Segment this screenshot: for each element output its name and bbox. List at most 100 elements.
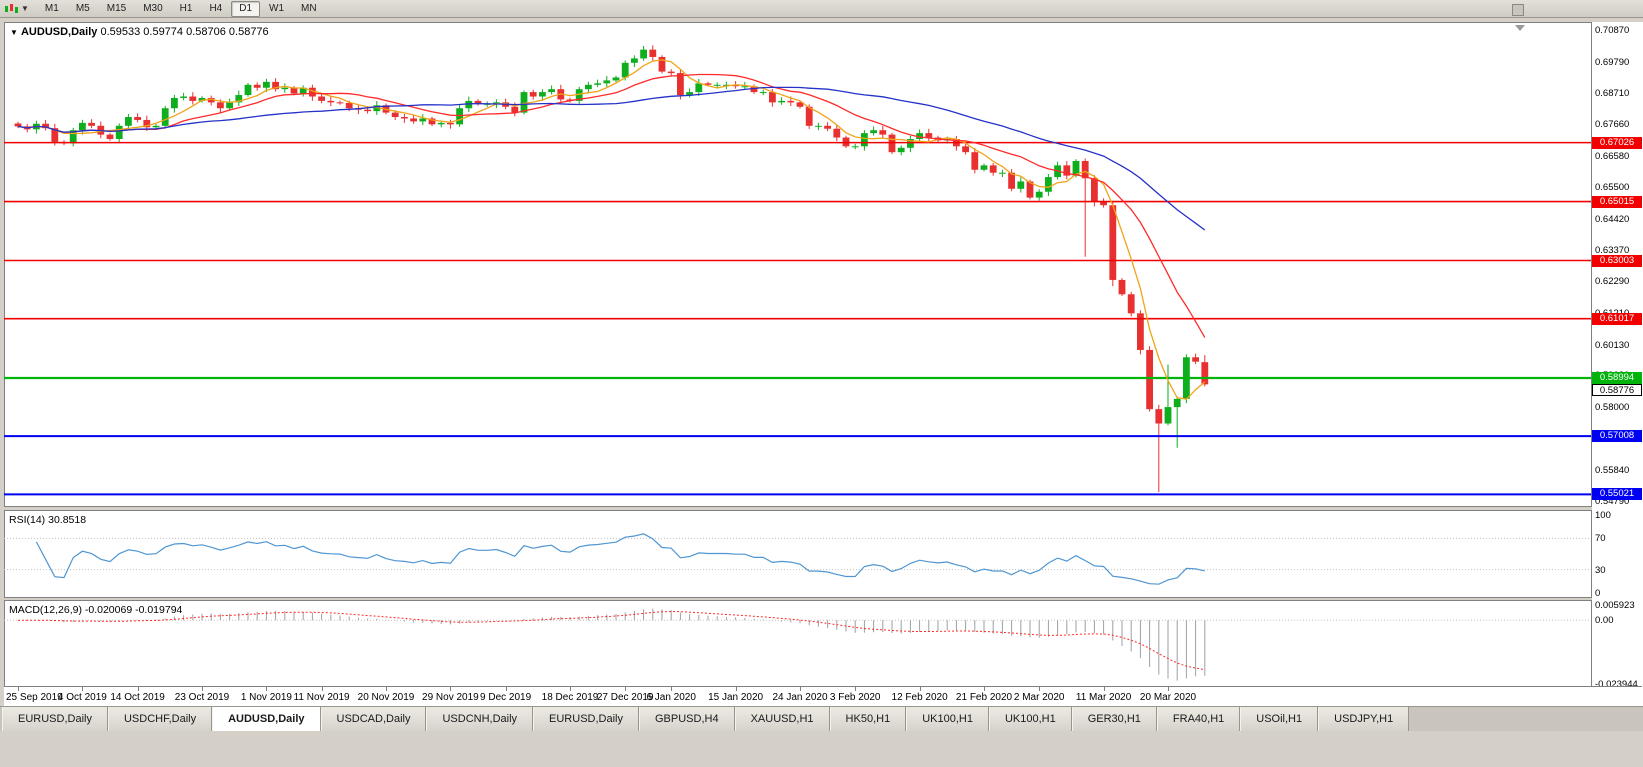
panel-splitter[interactable] (4, 506, 1642, 511)
price-axis-label: 0.66580 (1595, 150, 1630, 162)
time-scale-tick (570, 687, 571, 691)
timeframe-button-m1[interactable]: M1 (44, 2, 59, 14)
chart-tab-uk100-h1[interactable]: UK100,H1 (988, 707, 1072, 731)
timeframe-button-h4[interactable]: H4 (209, 2, 223, 14)
candle-body (1063, 165, 1071, 176)
time-scale-label: 27 Dec 2019 (596, 692, 654, 703)
panel-splitter[interactable] (4, 597, 1642, 601)
chart-tab-hk50-h1[interactable]: HK50,H1 (829, 707, 907, 731)
chart-tab-usoil-h1[interactable]: USOil,H1 (1240, 707, 1319, 731)
candle-body (309, 87, 316, 97)
time-scale-tick (450, 687, 452, 691)
macd-indicator-chart[interactable] (4, 601, 1591, 686)
candle-body (824, 125, 831, 129)
timeframe-button-m30[interactable]: M30 (143, 2, 163, 14)
time-scale-tick (671, 687, 673, 691)
candle-body (272, 81, 279, 90)
chart-menu-arrow-icon[interactable]: ▼ (10, 28, 18, 37)
rsi-indicator-chart[interactable] (4, 511, 1591, 597)
candle-body (1155, 409, 1163, 424)
candle-body (345, 102, 353, 109)
candle-body (732, 84, 739, 87)
price-line-badge: 0.65015 (1592, 195, 1642, 208)
timeframe-buttons: M1 M5 M15 M30 H1 H4 D1 W1 MN (37, 0, 326, 17)
candle-body (612, 77, 620, 81)
candle-body (1118, 279, 1126, 295)
price-scale[interactable]: 0.70870 0.69790 0.68710 0.67660 0.66580 0.655… (1592, 22, 1643, 706)
chart-tab-usdjpy-h1[interactable]: USDJPY,H1 (1318, 707, 1410, 731)
candle-body (1026, 181, 1034, 198)
candle-body (474, 100, 482, 104)
candle-body (796, 102, 804, 107)
timeframe-button-m5[interactable]: M5 (75, 2, 90, 14)
candle-body (42, 123, 49, 129)
candle-body (667, 71, 675, 74)
status-strip (0, 731, 1643, 767)
time-scale-label: 23 Oct 2019 (174, 692, 230, 703)
price-line-badge: 0.63003 (1592, 254, 1642, 267)
candle-body (401, 117, 408, 119)
rsi-axis-label: 70 (1595, 533, 1606, 545)
chart-tab-gbpusd-h4[interactable]: GBPUSD,H4 (639, 707, 735, 731)
time-scale-tick (1168, 687, 1169, 691)
chart-type-icon[interactable]: ▼ (4, 3, 29, 15)
candle-body (299, 87, 307, 94)
candle-body (447, 122, 454, 125)
candle-body (879, 130, 887, 135)
price-axis-label: 0.64420 (1595, 213, 1630, 225)
macd-axis-label: -0.023944 (1595, 678, 1638, 690)
candle-body (861, 133, 868, 147)
candle-body (1109, 205, 1117, 280)
timeframe-button-h1[interactable]: H1 (179, 2, 193, 14)
candle-body (465, 100, 473, 109)
timeframe-button-d1[interactable]: D1 (231, 0, 261, 17)
chart-tab-audusd-daily[interactable]: AUDUSD,Daily (212, 707, 321, 731)
chart-shift-marker-icon[interactable] (1515, 25, 1525, 31)
price-axis-label: 0.63370 (1595, 244, 1630, 256)
rsi-axis-label: 0 (1595, 588, 1601, 599)
price-axis-label: 0.60130 (1595, 339, 1630, 351)
time-scale-label: 9 Dec 2019 (480, 692, 532, 703)
chart-background (4, 22, 1642, 706)
time-scale-label: 20 Nov 2019 (357, 692, 415, 703)
candle-body (1100, 201, 1107, 206)
time-scale-label: 15 Jan 2020 (708, 692, 764, 703)
candle-body (281, 87, 289, 90)
chart-tab-eurusd-daily[interactable]: EURUSD,Daily (533, 707, 639, 731)
toolbar-button[interactable] (1512, 4, 1524, 16)
timeframe-button-mn[interactable]: MN (301, 2, 317, 14)
candle-body (585, 84, 592, 90)
chart-tab-fra40-h1[interactable]: FRA40,H1 (1156, 707, 1241, 731)
candle-body (980, 165, 988, 170)
chart-tab-xauusd-h1[interactable]: XAUUSD,H1 (734, 707, 830, 731)
chart-tab-usdcad-daily[interactable]: USDCAD,Daily (320, 707, 427, 731)
chart-tab-ger30-h1[interactable]: GER30,H1 (1071, 707, 1157, 731)
chart-tab-uk100-h1[interactable]: UK100,H1 (906, 707, 989, 731)
candle-body (171, 97, 178, 109)
candle-body (244, 84, 252, 96)
time-scale-tick (919, 687, 921, 691)
candle-body (603, 80, 611, 84)
price-axis-label: 0.65500 (1595, 182, 1630, 194)
timeframe-button-w1[interactable]: W1 (269, 2, 285, 14)
time-scale[interactable]: 25 Sep 2019 4 Oct 2019 14 Oct 2019 23 Oct 2… (4, 686, 1642, 706)
timeframe-button-m15[interactable]: M15 (106, 2, 127, 14)
chart-tab-usdchf-daily[interactable]: USDCHF,Daily (107, 707, 213, 731)
candle-body (851, 146, 859, 148)
candle-body (704, 83, 712, 85)
price-axis-label: 0.69790 (1595, 56, 1630, 68)
candle-body (594, 83, 601, 85)
candle-body (1164, 407, 1172, 424)
price-axis-label: 0.70870 (1595, 25, 1630, 36)
chart-tab-eurusd-daily[interactable]: EURUSD,Daily (2, 707, 108, 731)
chart-title-symbol: AUDUSD,Daily (20, 26, 98, 38)
price-axis-label: 0.67660 (1595, 119, 1630, 131)
macd-header: MACD(12,26,9) -0.020069 -0.019794 (9, 604, 182, 616)
macd-value: -0.020069 -0.019794 (84, 604, 183, 616)
candle-body (529, 92, 537, 97)
chart-tab-usdcnh-daily[interactable]: USDCNH,Daily (426, 707, 534, 731)
main-price-chart[interactable] (4, 22, 1591, 506)
candle-body (1017, 181, 1025, 189)
candle-body (649, 49, 657, 57)
time-scale-label: 24 Jan 2020 (772, 692, 828, 703)
